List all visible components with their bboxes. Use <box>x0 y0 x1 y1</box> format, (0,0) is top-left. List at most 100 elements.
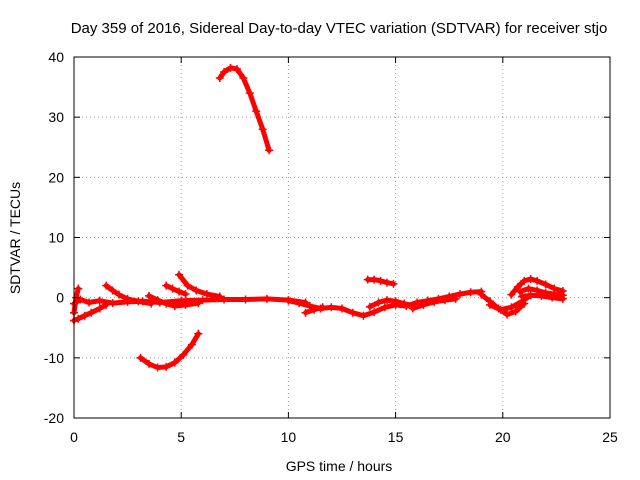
data-point <box>284 296 293 305</box>
data-point <box>175 270 184 279</box>
data-point <box>147 299 156 308</box>
data-point <box>245 89 254 98</box>
data-point <box>295 299 304 308</box>
data-point <box>145 291 154 300</box>
data-point <box>515 287 524 296</box>
data-point <box>102 281 111 290</box>
data-point <box>310 305 319 314</box>
data-point <box>262 294 271 303</box>
data-point <box>215 292 224 301</box>
series-line <box>163 283 188 297</box>
data-point <box>162 299 171 308</box>
x-tick-label: 15 <box>388 429 404 445</box>
y-tick-label: 0 <box>56 290 64 306</box>
series-track-o <box>507 275 567 299</box>
data-point <box>85 298 94 307</box>
x-tick-label: 20 <box>495 429 511 445</box>
data-point <box>537 291 546 300</box>
data-point <box>524 284 533 293</box>
data-point <box>145 359 154 368</box>
data-point <box>507 290 516 299</box>
data-point <box>95 304 104 313</box>
data-point <box>419 300 428 309</box>
series-track-l <box>408 294 460 313</box>
data-point <box>153 363 162 372</box>
data-point <box>370 275 379 284</box>
grid-lines <box>74 57 610 418</box>
data-point <box>338 304 346 313</box>
series-track-d <box>102 281 156 308</box>
data-point <box>440 296 449 305</box>
data-point <box>202 290 211 299</box>
data-point <box>153 296 162 305</box>
y-tick-label: 30 <box>48 109 64 125</box>
data-point <box>451 294 460 303</box>
data-point <box>95 296 104 305</box>
data-point <box>365 302 374 311</box>
data-point <box>408 304 417 313</box>
x-tick-label: 5 <box>177 429 185 445</box>
data-point <box>477 290 486 299</box>
data-point <box>526 291 535 300</box>
data-point <box>370 308 379 317</box>
data-point <box>179 350 188 359</box>
x-tick-label: 10 <box>281 429 297 445</box>
data-point <box>318 303 327 312</box>
data-point <box>198 296 207 305</box>
data-point <box>533 276 542 285</box>
data-point <box>511 307 520 316</box>
data-point <box>380 303 389 312</box>
data-point <box>389 279 398 288</box>
x-tick-label: 25 <box>602 429 618 445</box>
chart-title: Day 359 of 2016, Sidereal Day-to-day VTE… <box>71 20 608 37</box>
data-point <box>162 362 171 371</box>
data-point <box>102 300 111 309</box>
y-axis-label: SDTVAR / TECUs <box>7 182 23 294</box>
series-track-f <box>162 281 190 299</box>
data-point <box>80 311 89 320</box>
data-point <box>194 329 203 338</box>
data-point <box>123 294 132 303</box>
data-point <box>558 294 567 303</box>
series-arc-high <box>215 63 274 155</box>
data-point <box>108 299 117 308</box>
data-point <box>183 281 192 290</box>
series-track-i <box>301 303 327 317</box>
data-point <box>74 314 83 323</box>
data-point <box>513 282 522 291</box>
data-point <box>455 290 464 299</box>
data-point <box>327 303 336 312</box>
data-point <box>520 276 529 285</box>
data-point <box>220 68 229 77</box>
data-point <box>252 107 261 116</box>
data-point <box>496 305 505 314</box>
data-point <box>87 308 96 317</box>
data-point <box>348 308 357 317</box>
data-point <box>548 293 557 302</box>
data-point <box>507 303 516 312</box>
data-point <box>168 284 177 293</box>
data-point <box>239 74 248 83</box>
data-point <box>181 300 190 309</box>
data-point <box>503 310 512 319</box>
data-point <box>108 286 117 295</box>
y-tick-label: 10 <box>48 230 64 246</box>
data-point <box>194 299 203 308</box>
data-point <box>430 297 439 306</box>
data-point <box>301 308 310 317</box>
y-tick-label: 20 <box>48 169 64 185</box>
data-point <box>170 358 179 367</box>
data-point <box>533 286 542 295</box>
data-point <box>374 298 383 307</box>
series-line <box>217 65 272 153</box>
axis-ticks: 0 5 10 15 20 25 -20 -10 0 10 20 30 40 <box>44 49 618 445</box>
data-point <box>485 300 494 309</box>
data-point <box>258 125 267 134</box>
data-point <box>220 295 229 304</box>
data-point <box>376 276 385 285</box>
data-point <box>265 146 274 155</box>
data-point <box>187 340 196 349</box>
data-point <box>400 299 409 308</box>
data-point <box>74 284 83 293</box>
